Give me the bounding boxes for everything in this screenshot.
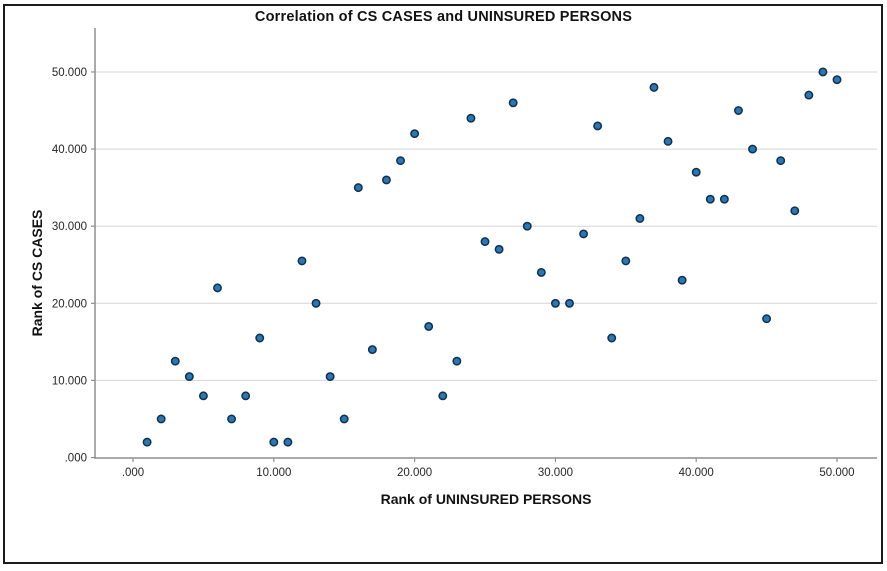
data-point <box>565 298 574 308</box>
data-point <box>227 414 237 424</box>
data-point <box>184 372 194 382</box>
data-point <box>804 90 814 100</box>
data-point <box>438 391 448 401</box>
data-point <box>593 121 603 131</box>
chart-title: Correlation of CS CASES and UNINSURED PE… <box>254 9 633 25</box>
y-tick-label: 30.000 <box>52 221 87 233</box>
data-point <box>818 67 828 77</box>
data-point <box>522 221 532 231</box>
y-tick-label: .000 <box>65 453 87 465</box>
data-point <box>367 345 377 355</box>
x-tick-label: 40.000 <box>679 467 714 479</box>
data-point <box>579 229 589 239</box>
data-point <box>255 333 265 343</box>
x-axis-title: Rank of UNINSURED PERSONS <box>380 491 592 507</box>
data-point <box>508 98 518 108</box>
data-point <box>762 314 772 324</box>
data-point <box>283 437 293 447</box>
data-point <box>536 268 546 277</box>
data-point <box>170 356 180 366</box>
y-tick-label: 40.000 <box>52 144 87 156</box>
data-point <box>382 175 391 185</box>
data-point <box>635 214 645 223</box>
data-point <box>410 129 420 139</box>
data-point <box>776 156 786 166</box>
data-point <box>156 414 166 424</box>
data-point <box>691 167 701 177</box>
data-point <box>325 372 335 382</box>
data-point <box>297 256 307 266</box>
data-point <box>424 321 434 331</box>
data-point <box>269 437 279 447</box>
data-point <box>550 298 560 308</box>
data-point <box>311 298 321 308</box>
data-point <box>353 183 363 193</box>
x-tick-label: .000 <box>122 467 144 479</box>
data-point <box>494 244 504 254</box>
y-axis-title: Rank of CS CASES <box>29 209 45 337</box>
x-tick-label: 30.000 <box>538 467 573 479</box>
x-tick-label: 50.000 <box>819 467 854 479</box>
data-point <box>649 82 659 92</box>
data-point <box>339 414 349 424</box>
y-tick-label: 20.000 <box>52 298 87 310</box>
y-tick-label: 50.000 <box>52 67 87 79</box>
data-point <box>832 75 842 85</box>
y-tick-label: 10.000 <box>52 375 87 387</box>
data-point <box>466 113 476 123</box>
x-tick-label: 10.000 <box>256 467 291 479</box>
data-point <box>241 391 251 401</box>
data-point <box>677 275 687 285</box>
data-point <box>213 283 222 293</box>
data-point <box>719 194 729 204</box>
data-point <box>142 437 152 447</box>
data-point <box>790 206 800 216</box>
x-tick-label: 20.000 <box>397 467 432 479</box>
data-point <box>705 194 715 204</box>
data-point <box>663 136 673 146</box>
data-point <box>396 156 405 166</box>
data-point <box>734 106 743 115</box>
data-point <box>607 333 617 343</box>
data-point <box>198 391 208 401</box>
data-point <box>621 256 631 266</box>
data-point <box>748 144 757 154</box>
data-point <box>480 237 490 247</box>
data-point <box>452 356 462 366</box>
